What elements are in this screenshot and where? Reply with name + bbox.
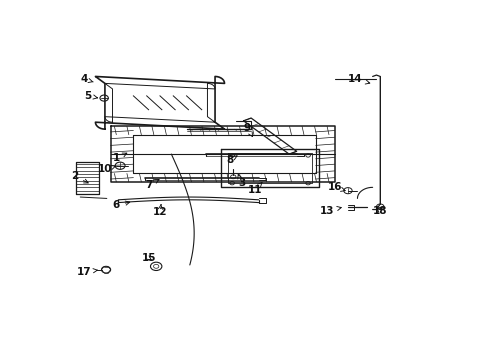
Text: 14: 14 [348,74,370,84]
Text: 13: 13 [320,206,341,216]
Text: 2: 2 [71,171,88,183]
Text: 3: 3 [238,175,245,188]
Text: 1: 1 [113,153,127,163]
Text: 11: 11 [247,182,262,195]
Text: 5: 5 [84,91,98,101]
Text: 12: 12 [153,204,167,217]
Text: 4: 4 [80,74,93,84]
Text: 17: 17 [77,267,98,277]
Text: 8: 8 [226,155,237,165]
Text: 15: 15 [141,253,156,263]
Text: 18: 18 [373,206,388,216]
Text: 16: 16 [327,183,345,192]
Text: 6: 6 [113,201,130,210]
Text: 9: 9 [244,123,252,136]
Text: 10: 10 [98,164,116,174]
Text: 7: 7 [145,179,159,190]
